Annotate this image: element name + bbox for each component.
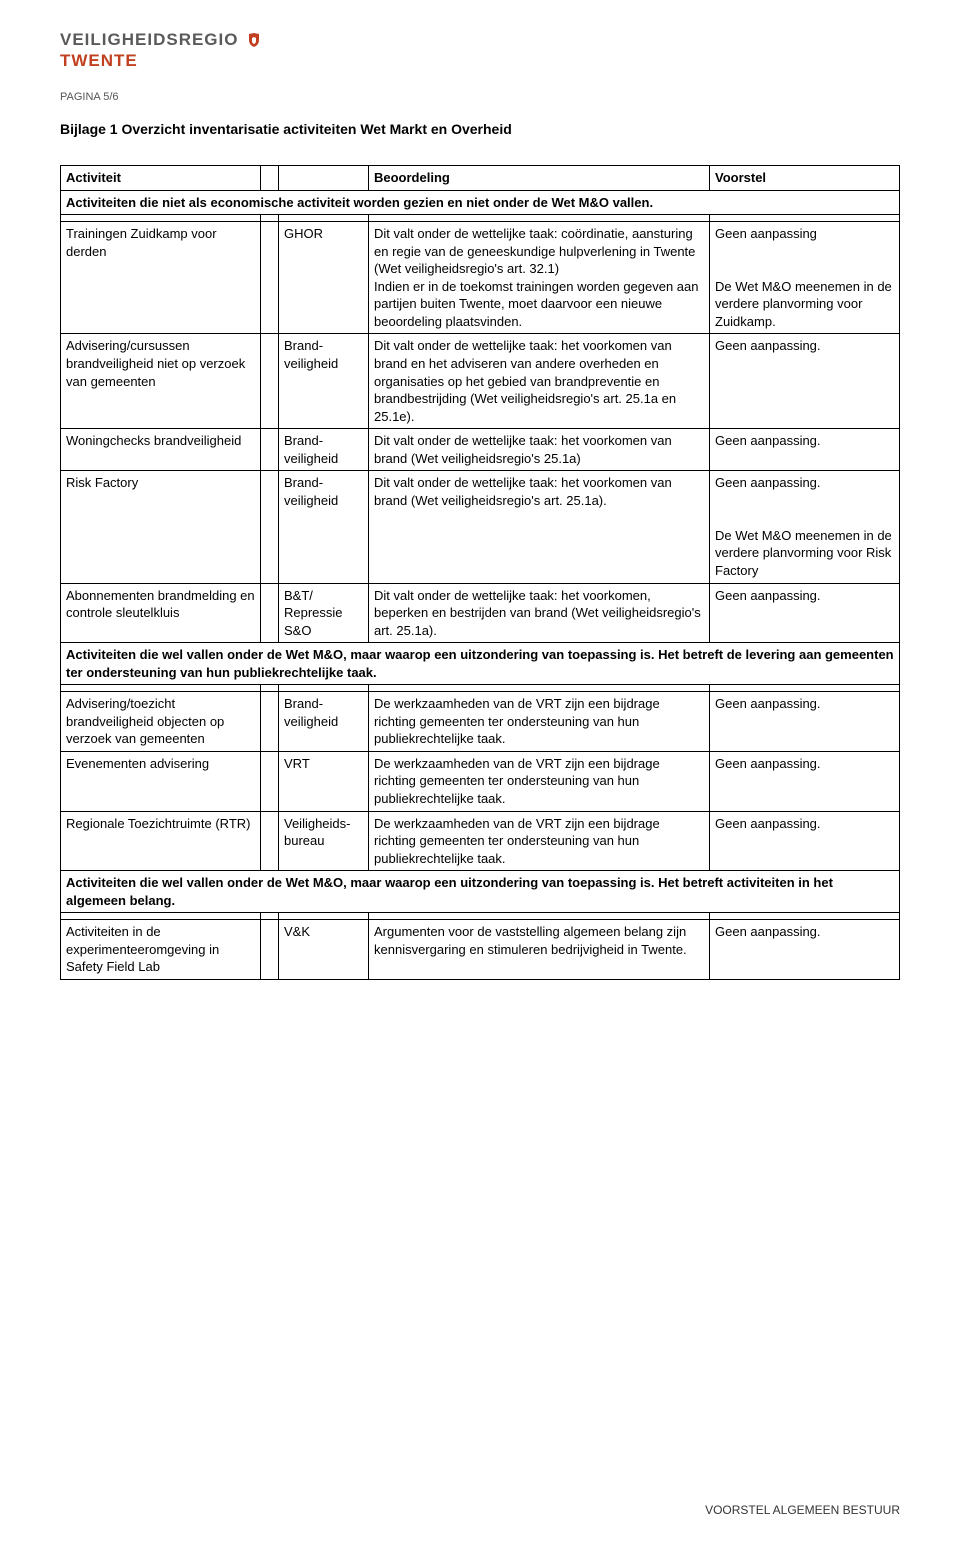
cell-assessment: Dit valt onder de wettelijke taak: het v…: [369, 583, 710, 643]
cell-spacer: [261, 920, 279, 980]
cell-dept: GHOR: [279, 222, 369, 334]
spacer-row: [61, 215, 900, 222]
table-row: Risk Factory Brand-veiligheid Dit valt o…: [61, 471, 900, 583]
cell-dept: Brand-veiligheid: [279, 471, 369, 583]
cell-assessment: Dit valt onder de wettelijke taak: het v…: [369, 471, 710, 583]
empty-cell: [61, 685, 261, 692]
empty-cell: [369, 215, 710, 222]
cell-dept: Brand-veiligheid: [279, 692, 369, 752]
empty-cell: [369, 685, 710, 692]
cell-proposal: Geen aanpassingDe Wet M&O meenemen in de…: [710, 222, 900, 334]
cell-spacer: [261, 692, 279, 752]
cell-assessment: Dit valt onder de wettelijke taak: coörd…: [369, 222, 710, 334]
empty-cell: [279, 685, 369, 692]
cell-assessment: De werkzaamheden van de VRT zijn een bij…: [369, 811, 710, 871]
cell-activity: Advisering/cursussen brandveiligheid nie…: [61, 334, 261, 429]
activities-table: Activiteit Beoordeling Voorstel Activite…: [60, 165, 900, 980]
cell-proposal: Geen aanpassing.: [710, 334, 900, 429]
table-header-row: Activiteit Beoordeling Voorstel: [61, 166, 900, 191]
table-row: Advisering/cursussen brandveiligheid nie…: [61, 334, 900, 429]
page-number: PAGINA 5/6: [60, 91, 900, 103]
cell-proposal: Geen aanpassing.: [710, 429, 900, 471]
cell-dept: Veiligheids-bureau: [279, 811, 369, 871]
logo: VEILIGHEIDSREGIO TWENTE: [60, 30, 900, 71]
header-proposal: Voorstel: [710, 166, 900, 191]
empty-cell: [710, 215, 900, 222]
logo-text-twente: TWENTE: [60, 51, 900, 71]
cell-spacer: [261, 334, 279, 429]
cell-spacer: [261, 471, 279, 583]
empty-cell: [279, 913, 369, 920]
header-assessment: Beoordeling: [369, 166, 710, 191]
document-page: VEILIGHEIDSREGIO TWENTE PAGINA 5/6 Bijla…: [0, 0, 960, 1547]
cell-dept: B&T/RepressieS&O: [279, 583, 369, 643]
cell-spacer: [261, 583, 279, 643]
cell-activity: Activiteiten in de experimenteeromgeving…: [61, 920, 261, 980]
cell-dept: VRT: [279, 751, 369, 811]
empty-cell: [710, 685, 900, 692]
cell-spacer: [261, 429, 279, 471]
empty-cell: [261, 685, 279, 692]
section-row-3: Activiteiten die wel vallen onder de Wet…: [61, 871, 900, 913]
cell-spacer: [261, 751, 279, 811]
table-row: Trainingen Zuidkamp voor derden GHOR Dit…: [61, 222, 900, 334]
header-spacer: [261, 166, 279, 191]
cell-activity: Regionale Toezichtruimte (RTR): [61, 811, 261, 871]
cell-assessment: De werkzaamheden van de VRT zijn een bij…: [369, 751, 710, 811]
cell-activity: Woningchecks brandveiligheid: [61, 429, 261, 471]
section-row-2: Activiteiten die wel vallen onder de Wet…: [61, 643, 900, 685]
logo-text-regio: REGIO: [179, 30, 239, 49]
cell-assessment: Argumenten voor de vaststelling algemeen…: [369, 920, 710, 980]
cell-activity: Abonnementen brandmelding en controle sl…: [61, 583, 261, 643]
header-activity: Activiteit: [61, 166, 261, 191]
empty-cell: [369, 913, 710, 920]
empty-cell: [61, 913, 261, 920]
table-row: Woningchecks brandveiligheid Brand-veili…: [61, 429, 900, 471]
cell-activity: Evenementen advisering: [61, 751, 261, 811]
section-1-title: Activiteiten die niet als economische ac…: [61, 190, 900, 215]
cell-spacer: [261, 222, 279, 334]
table-row: Activiteiten in de experimenteeromgeving…: [61, 920, 900, 980]
cell-activity: Trainingen Zuidkamp voor derden: [61, 222, 261, 334]
cell-assessment: Dit valt onder de wettelijke taak: het v…: [369, 429, 710, 471]
cell-activity: Risk Factory: [61, 471, 261, 583]
cell-assessment: De werkzaamheden van de VRT zijn een bij…: [369, 692, 710, 752]
empty-cell: [261, 913, 279, 920]
cell-proposal: Geen aanpassing.: [710, 811, 900, 871]
logo-line1: VEILIGHEIDSREGIO: [60, 30, 900, 51]
attachment-title: Bijlage 1 Overzicht inventarisatie activ…: [60, 121, 900, 137]
cell-activity: Advisering/toezicht brandveiligheid obje…: [61, 692, 261, 752]
footer-text: VOORSTEL ALGEMEEN BESTUUR: [705, 1503, 900, 1517]
section-row-1: Activiteiten die niet als economische ac…: [61, 190, 900, 215]
table-row: Abonnementen brandmelding en controle sl…: [61, 583, 900, 643]
logo-shield-icon: [246, 32, 262, 51]
table-row: Evenementen advisering VRT De werkzaamhe…: [61, 751, 900, 811]
header-dept: [279, 166, 369, 191]
section-3-title: Activiteiten die wel vallen onder de Wet…: [61, 871, 900, 913]
cell-proposal: Geen aanpassing.: [710, 751, 900, 811]
spacer-row: [61, 913, 900, 920]
empty-cell: [61, 215, 261, 222]
empty-cell: [710, 913, 900, 920]
cell-proposal: Geen aanpassing.: [710, 583, 900, 643]
cell-assessment: Dit valt onder de wettelijke taak: het v…: [369, 334, 710, 429]
cell-proposal: Geen aanpassing.: [710, 692, 900, 752]
cell-dept: Brand-veiligheid: [279, 334, 369, 429]
section-2-title: Activiteiten die wel vallen onder de Wet…: [61, 643, 900, 685]
spacer-row: [61, 685, 900, 692]
cell-dept: V&K: [279, 920, 369, 980]
empty-cell: [261, 215, 279, 222]
logo-text-veiligheids: VEILIGHEIDS: [60, 30, 179, 49]
cell-proposal: Geen aanpassing.De Wet M&O meenemen in d…: [710, 471, 900, 583]
empty-cell: [279, 215, 369, 222]
table-row: Advisering/toezicht brandveiligheid obje…: [61, 692, 900, 752]
table-row: Regionale Toezichtruimte (RTR) Veilighei…: [61, 811, 900, 871]
cell-dept: Brand-veiligheid: [279, 429, 369, 471]
cell-spacer: [261, 811, 279, 871]
cell-proposal: Geen aanpassing.: [710, 920, 900, 980]
